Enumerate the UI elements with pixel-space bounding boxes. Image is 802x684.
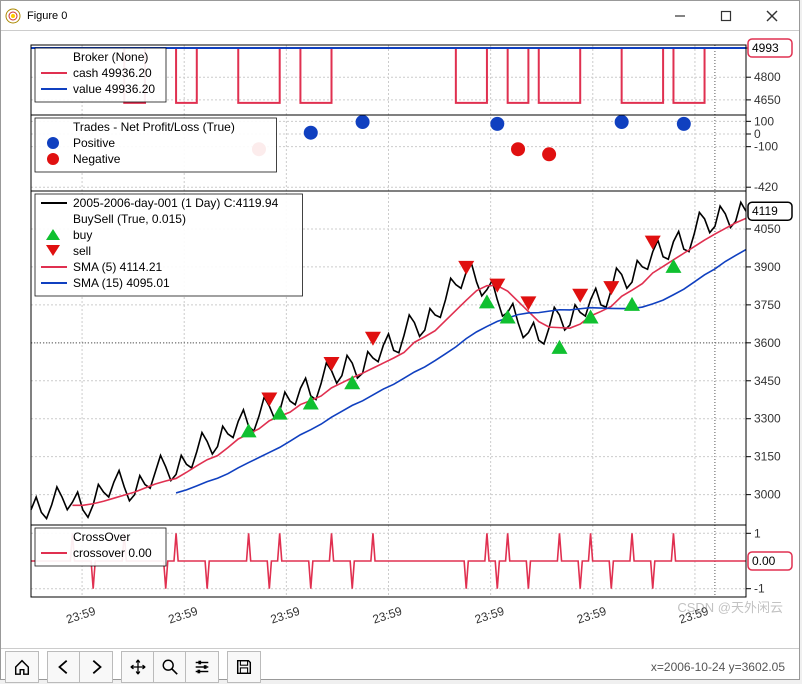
svg-text:4050: 4050 (754, 222, 781, 236)
zoom-button[interactable] (154, 652, 186, 682)
svg-text:3600: 3600 (754, 336, 781, 350)
forward-button[interactable] (80, 652, 112, 682)
svg-text:value 49936.20: value 49936.20 (73, 82, 155, 96)
svg-text:crossover 0.00: crossover 0.00 (73, 546, 152, 560)
svg-text:0.00: 0.00 (752, 554, 776, 568)
svg-text:4119: 4119 (752, 204, 778, 218)
svg-text:0: 0 (754, 127, 761, 141)
minimize-button[interactable] (657, 1, 703, 31)
close-button[interactable] (749, 1, 795, 31)
svg-text:3150: 3150 (754, 450, 781, 464)
save-button[interactable] (228, 652, 260, 682)
svg-text:3900: 3900 (754, 260, 781, 274)
svg-text:-1: -1 (754, 582, 765, 596)
svg-text:SMA (15) 4095.01: SMA (15) 4095.01 (73, 276, 170, 290)
svg-text:23:59: 23:59 (473, 604, 506, 627)
svg-text:BuySell (True, 0.015): BuySell (True, 0.015) (73, 212, 186, 226)
svg-text:3750: 3750 (754, 298, 781, 312)
svg-text:-100: -100 (754, 140, 778, 154)
svg-text:23:59: 23:59 (677, 604, 710, 627)
svg-text:3300: 3300 (754, 412, 781, 426)
svg-text:buy: buy (73, 228, 92, 242)
svg-text:100: 100 (754, 114, 774, 128)
svg-text:Broker (None): Broker (None) (73, 50, 148, 64)
app-icon (5, 8, 21, 24)
plot-area: 23:59 23:59 23:59 23:59 23:59 23:59 23:59 4650 4… (1, 31, 799, 648)
svg-text:cash 49936.20: cash 49936.20 (73, 66, 152, 80)
pan-button[interactable] (122, 652, 154, 682)
svg-text:4993: 4993 (752, 41, 779, 55)
figure-window: Figure 0 23:5923:5923:5923:5923:5923:592… (0, 0, 800, 680)
svg-text:23:59: 23:59 (167, 604, 200, 627)
svg-text:Negative: Negative (73, 152, 121, 166)
svg-text:3000: 3000 (754, 488, 781, 502)
titlebar: Figure 0 (1, 1, 799, 31)
svg-text:CrossOver: CrossOver (73, 530, 130, 544)
maximize-button[interactable] (703, 1, 749, 31)
svg-text:3450: 3450 (754, 374, 781, 388)
back-button[interactable] (48, 652, 80, 682)
nav-toolbar: x=2006-10-24 y=3602.05 (1, 648, 799, 684)
svg-text:4800: 4800 (754, 70, 781, 84)
svg-text:1: 1 (754, 526, 761, 540)
svg-text:2005-2006-day-001 (1 Day) C:41: 2005-2006-day-001 (1 Day) C:4119.94 (73, 196, 279, 210)
svg-text:sell: sell (73, 244, 91, 258)
svg-text:23:59: 23:59 (575, 604, 608, 627)
chart-svg: 23:59 23:59 23:59 23:59 23:59 23:59 23:59 4650 4… (1, 31, 801, 645)
svg-text:SMA (5) 4114.21: SMA (5) 4114.21 (73, 260, 162, 274)
svg-text:23:59: 23:59 (269, 604, 302, 627)
window-title: Figure 0 (27, 10, 657, 22)
home-button[interactable] (6, 652, 38, 682)
status-text: x=2006-10-24 y=3602.05 (269, 660, 795, 674)
svg-text:Positive: Positive (73, 136, 115, 150)
svg-text:4650: 4650 (754, 93, 781, 107)
svg-text:-420: -420 (754, 180, 778, 194)
svg-text:Trades - Net Profit/Loss (True: Trades - Net Profit/Loss (True) (73, 120, 235, 134)
svg-text:23:59: 23:59 (371, 604, 404, 627)
svg-text:23:59: 23:59 (64, 604, 97, 627)
configure-button[interactable] (186, 652, 218, 682)
